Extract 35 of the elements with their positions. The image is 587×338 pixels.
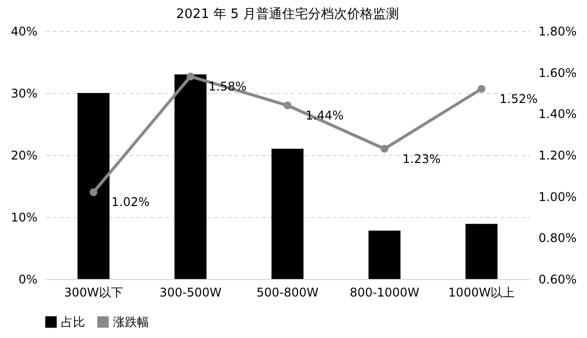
y-tick-label: 10% [10, 210, 38, 224]
y-tick-label: 30% [10, 86, 38, 100]
y2-tick-label: 1.80% [538, 24, 577, 38]
y2-tick-label: 1.60% [538, 66, 577, 80]
data-label: 1.23% [402, 152, 441, 166]
y2-tick-label: 1.00% [538, 190, 577, 204]
y-tick-label: 0% [18, 272, 38, 286]
y2-tick-label: 0.80% [538, 231, 577, 246]
point [90, 188, 98, 196]
y2-tick-label: 1.20% [538, 148, 577, 162]
legend-label: 占比 [61, 315, 85, 329]
point [478, 85, 486, 93]
x-tick-label: 500-800W [256, 286, 319, 300]
point [186, 72, 194, 80]
data-label: 1.52% [500, 92, 538, 106]
bar [466, 224, 498, 279]
legend-label: 涨跌幅 [113, 315, 149, 329]
y-tick-label: 20% [10, 148, 38, 162]
data-label: 1.02% [112, 195, 150, 210]
x-tick-label: 800-1000W [350, 286, 420, 300]
data-label: 1.44% [306, 108, 344, 122]
y2-tick-label: 1.40% [538, 107, 577, 122]
point [284, 102, 292, 110]
y2-tick-label: 0.60% [538, 272, 577, 286]
bar [78, 93, 110, 279]
bar [174, 74, 206, 279]
x-tick-label: 300W以下 [64, 286, 123, 300]
y-tick-label: 40% [10, 24, 38, 38]
point [380, 144, 388, 153]
data-label: 1.58% [208, 79, 247, 94]
bar [368, 230, 400, 279]
bar [272, 148, 304, 279]
x-tick-label: 1000W以上 [448, 286, 515, 300]
chart-title: 2021 年 5 月普通住宅分档次价格监测 [176, 6, 399, 22]
x-tick-label: 300-500W [159, 286, 222, 300]
